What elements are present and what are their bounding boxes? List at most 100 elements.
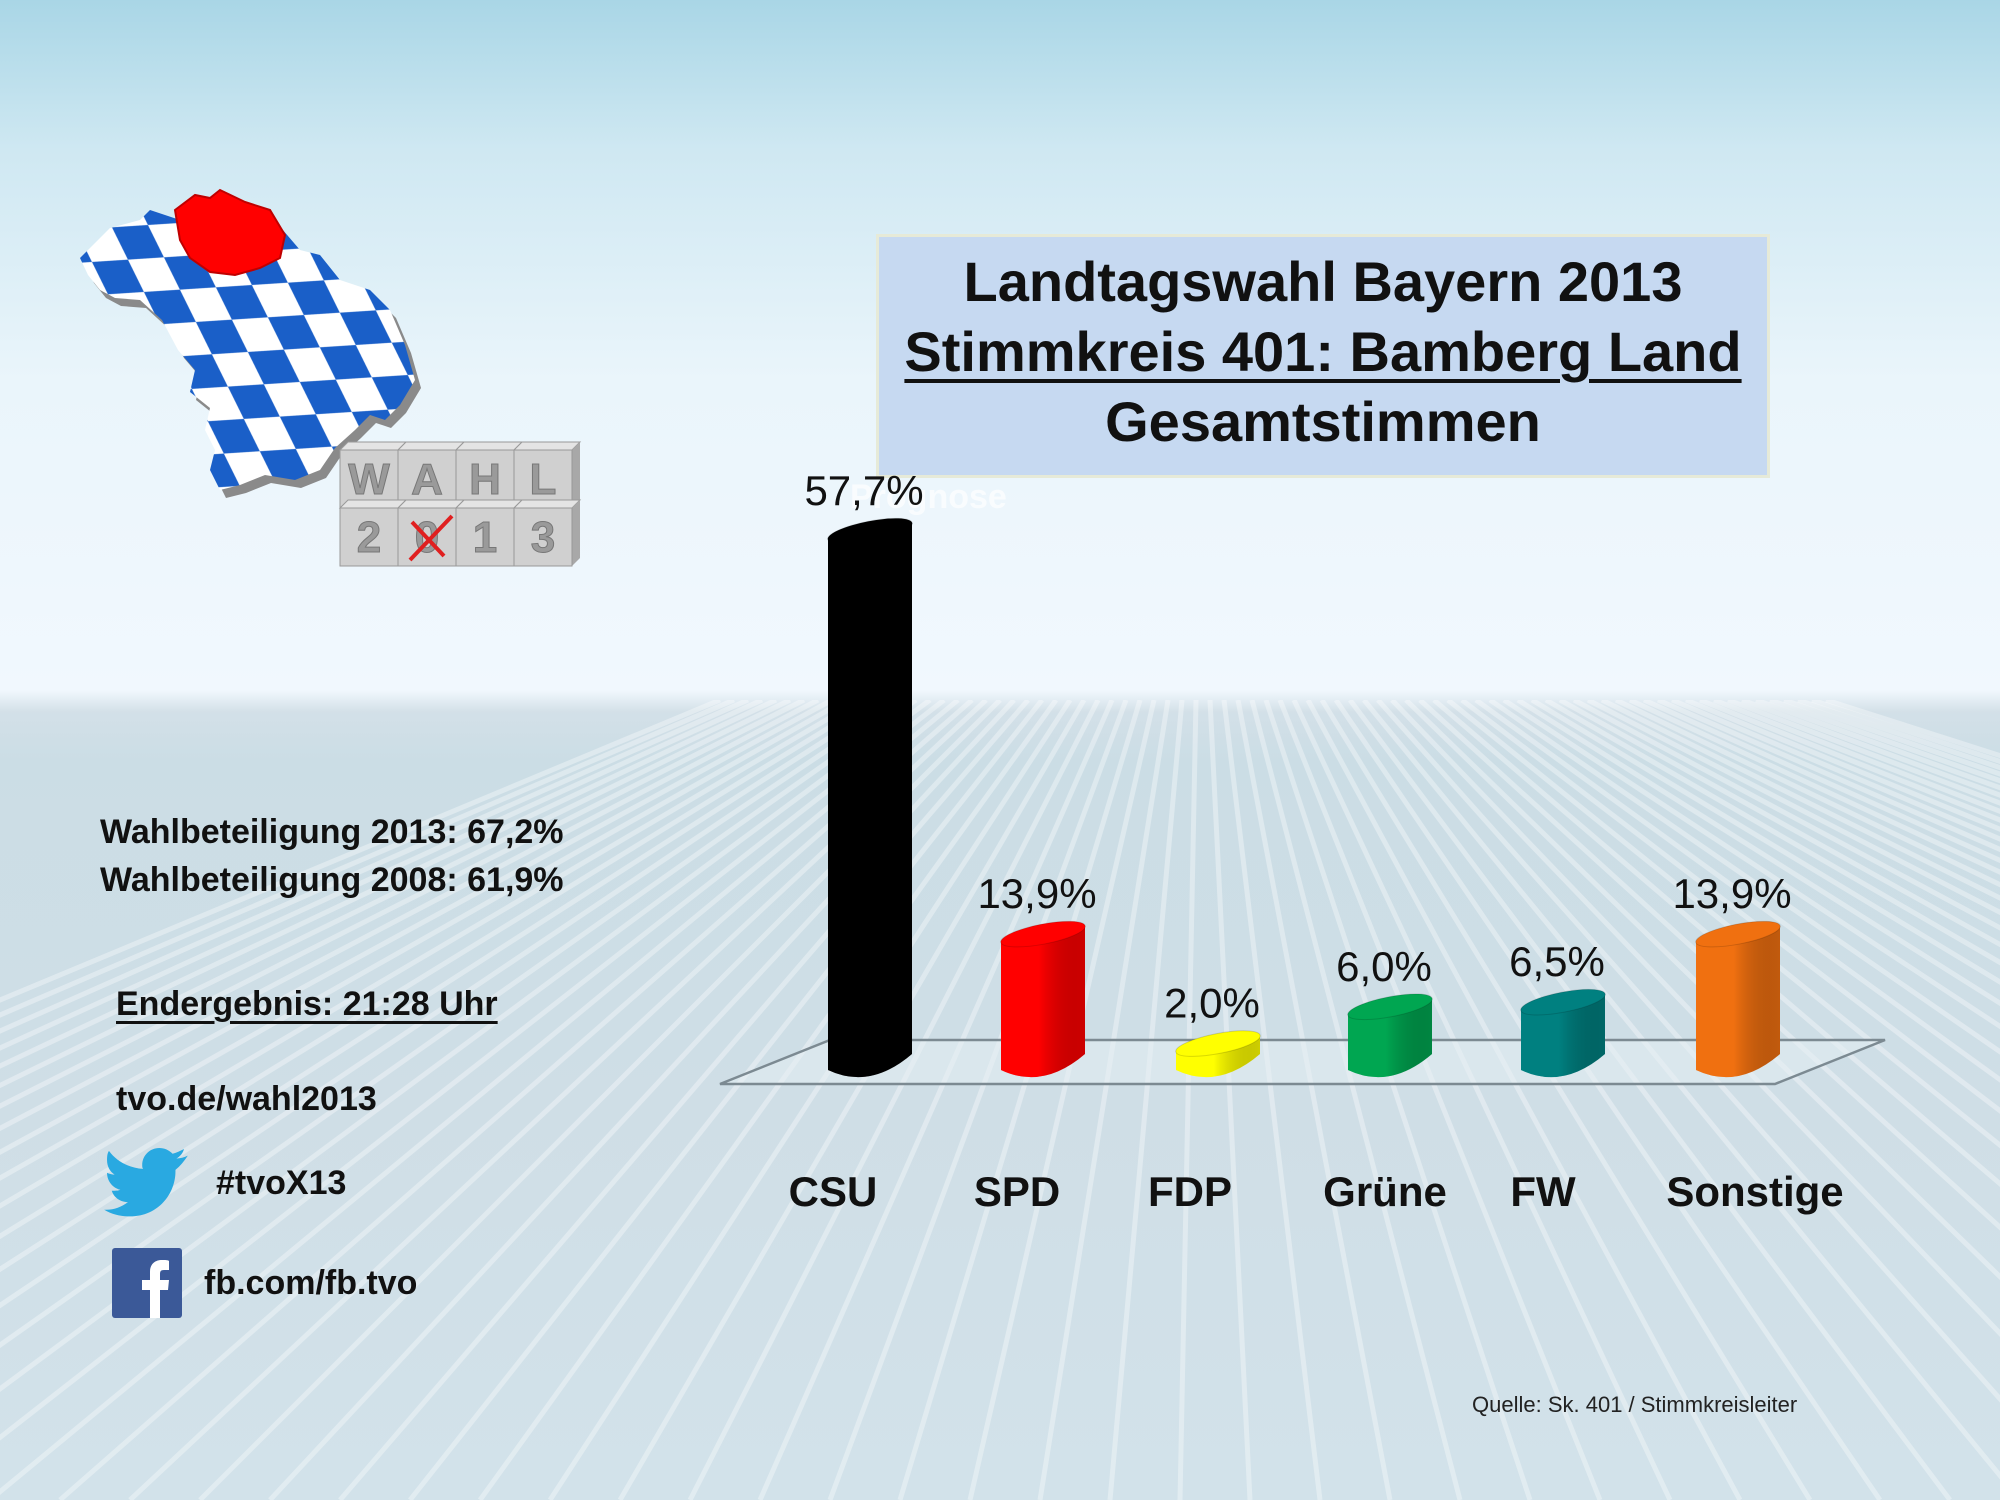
cube-letter: 3: [531, 513, 555, 562]
value-label: 6,0%: [1336, 943, 1432, 990]
floor-ray: [58, 700, 974, 1500]
floor-ray: [1235, 700, 1393, 1500]
category-label: FDP: [1148, 1168, 1232, 1215]
floor-ray: [1333, 700, 1883, 1500]
floor-ray: [1628, 700, 2000, 875]
floor-ray: [1177, 700, 1199, 1500]
floor-ray: [1474, 700, 2000, 1083]
cube-letter: 2: [357, 513, 381, 562]
floor-ray: [1305, 700, 1743, 1500]
floor-ray: [1446, 700, 2000, 1149]
bar-shade: [1001, 926, 1085, 1078]
category-label: FW: [1510, 1168, 1576, 1215]
title-line-1: Landtagswahl Bayern 2013: [963, 250, 1683, 313]
cube-letter: H: [469, 455, 501, 504]
value-label: 57,7%: [804, 467, 923, 514]
floor-ray: [1460, 700, 2000, 1114]
floor-ray: [1207, 700, 1253, 1500]
ballot-cross-icon: [408, 514, 454, 562]
floor-ray: [1418, 700, 2000, 1231]
cube-face: [455, 449, 515, 509]
floor-ray: [0, 700, 904, 1309]
bar-sonstige: [1695, 920, 1781, 1078]
floor-ray: [0, 700, 764, 1051]
wahl-cubes: W A H L2 0 1 3: [338, 441, 582, 567]
floor-ray: [0, 700, 721, 1003]
floor-ray: [1572, 700, 2000, 931]
category-label: SPD: [974, 1168, 1060, 1215]
bar-shade: [828, 523, 912, 1078]
floor-ray: [1558, 700, 2000, 948]
floor-ray: [0, 700, 806, 1109]
floor-ray: [0, 700, 862, 1209]
floor-ray: [1586, 700, 2000, 916]
cube-face: [339, 449, 399, 509]
floor-ray: [0, 700, 946, 1441]
floor-ray: [1291, 700, 1673, 1500]
floor-ray: [0, 700, 848, 1181]
title-line-3: Gesamtstimmen: [1105, 390, 1541, 453]
bar-top: [1520, 988, 1606, 1016]
floor-ray: [1037, 700, 1171, 1500]
floor-ray: [1488, 700, 2000, 1055]
value-label: 6,5%: [1509, 938, 1605, 985]
cube-letter: A: [411, 455, 443, 504]
cube-face: [513, 507, 573, 567]
bar-fw: [1520, 988, 1606, 1078]
bar-fdp: [1175, 1030, 1261, 1078]
value-label: 13,9%: [1672, 870, 1791, 917]
bar-shade: [1521, 994, 1605, 1078]
floor-ray: [1600, 700, 2000, 901]
floor-ray: [1263, 700, 1533, 1500]
cube-face: [513, 449, 573, 509]
turnout-2013: Wahlbeteiligung 2013: 67,2%: [100, 813, 564, 851]
title-line-2: Stimmkreis 401: Bamberg Land: [904, 320, 1742, 383]
category-label: Sonstige: [1666, 1168, 1843, 1215]
floor-ray: [1390, 700, 2000, 1337]
cube-face: [455, 507, 515, 567]
bar-grüne: [1347, 993, 1433, 1078]
floor-ray: [0, 700, 792, 1089]
bar-spd: [1000, 920, 1086, 1078]
floor-ray: [0, 700, 735, 1018]
floor-ray: [1642, 700, 2000, 864]
floor-ray: [687, 700, 1101, 1500]
floor-ray: [1277, 700, 1603, 1500]
value-label: 2,0%: [1164, 980, 1260, 1027]
floor-ray: [1614, 700, 2000, 888]
floor-ray: [408, 700, 1044, 1500]
background-floor-rays: [0, 700, 2000, 1500]
website-link[interactable]: tvo.de/wahl2013: [116, 1080, 377, 1118]
cube-side-face: [572, 442, 580, 508]
cube-letter: W: [348, 455, 390, 504]
floor-ray: [0, 700, 778, 1069]
floor-ray: [827, 700, 1129, 1500]
twitter-row[interactable]: #tvoX13: [104, 1148, 346, 1218]
bamberg-region-highlight: [173, 188, 287, 277]
floor-ray: [547, 700, 1073, 1500]
cube-face: [339, 507, 399, 567]
floor-ray: [1671, 700, 2000, 842]
category-label: Grüne: [1323, 1168, 1447, 1215]
floor-ray: [0, 700, 834, 1156]
twitter-bird-icon: [104, 1148, 188, 1217]
facebook-link: fb.com/fb.tvo: [204, 1263, 418, 1302]
cube-side-face: [572, 500, 580, 566]
bar-csu: [827, 517, 913, 1078]
cube-letter: 1: [473, 513, 497, 562]
floor-ray: [1107, 700, 1185, 1500]
bar-top: [1000, 920, 1086, 948]
floor-ray: [1530, 700, 2000, 985]
floor-ray: [1502, 700, 2000, 1030]
floor-ray: [0, 700, 932, 1393]
floor-ray: [338, 700, 1030, 1500]
bavaria-map-icon: [80, 188, 421, 498]
wahl-2013-logo: W A H L2 0 1 3: [80, 188, 582, 567]
source-note: Quelle: Sk. 401 / Stimmkreisleiter: [1472, 1392, 1798, 1417]
floor-ray: [0, 700, 750, 1034]
facebook-row[interactable]: fb.com/fb.tvo: [112, 1248, 417, 1318]
turnout-2008: Wahlbeteiligung 2008: 61,9%: [100, 861, 564, 899]
floor-ray: [1319, 700, 1813, 1500]
floor-ray: [0, 700, 890, 1273]
final-result-time: Endergebnis: 21:28 Uhr: [116, 985, 498, 1023]
